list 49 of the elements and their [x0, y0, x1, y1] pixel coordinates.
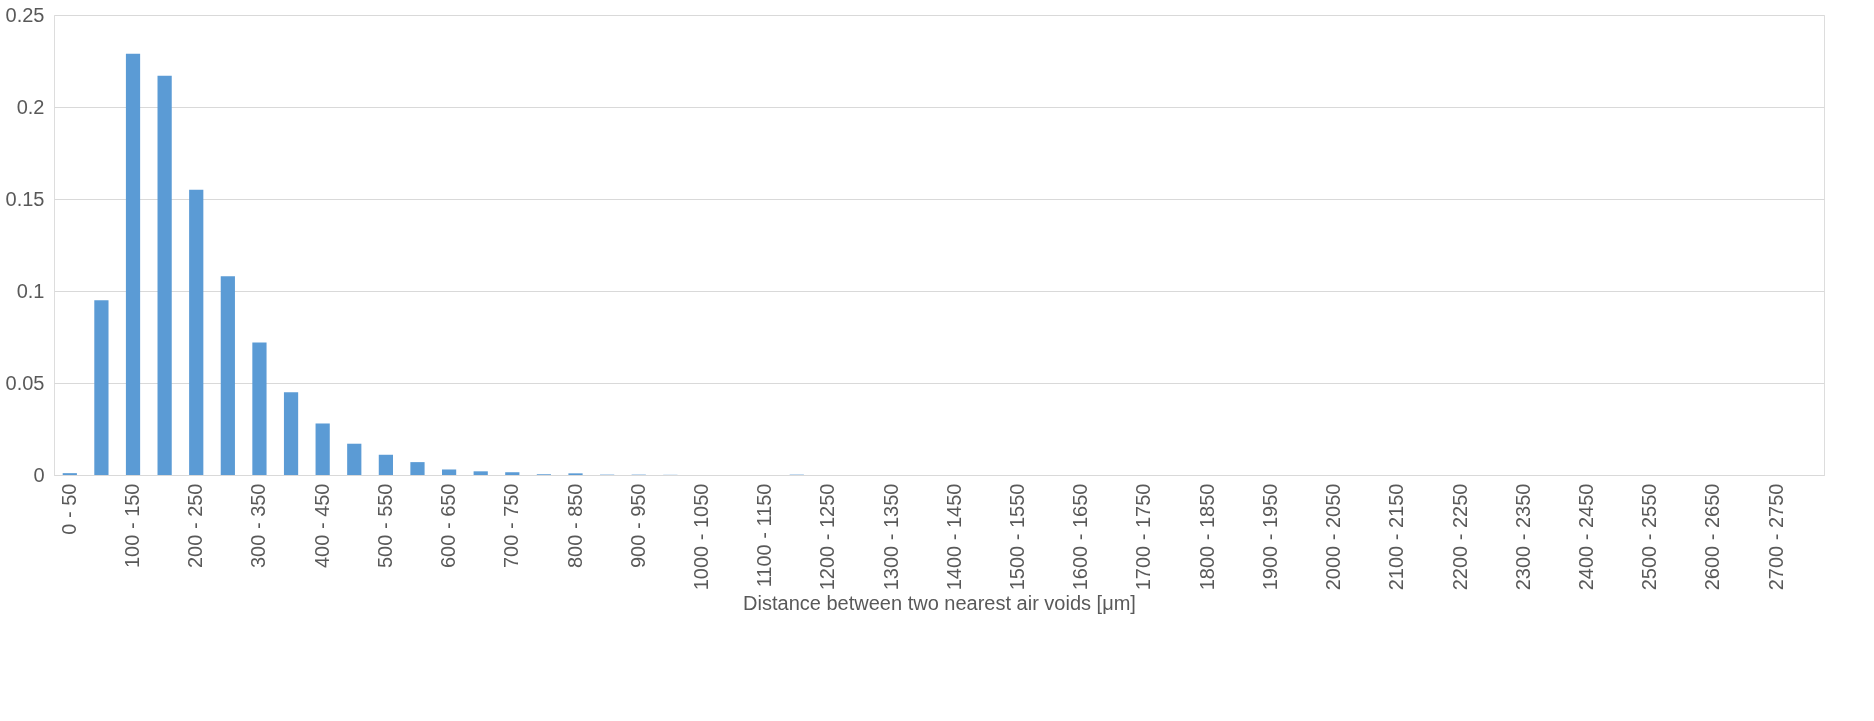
x-tick-label: 1000 - 1050	[689, 483, 712, 591]
bar	[378, 454, 393, 475]
y-tick-label: 0.2	[16, 95, 45, 118]
x-tick-label: 100 - 150	[121, 483, 144, 569]
x-tick-label: 1300 - 1350	[879, 483, 902, 591]
bar	[505, 472, 520, 475]
x-tick-label: 700 - 750	[500, 483, 523, 569]
x-tick-label: 1900 - 1950	[1258, 483, 1281, 591]
x-tick-label: 2400 - 2450	[1574, 483, 1597, 591]
y-tick-label: 0.05	[5, 371, 45, 394]
x-tick-label: 2000 - 2050	[1322, 483, 1345, 591]
bar	[189, 189, 204, 475]
bar	[347, 443, 362, 475]
bar	[473, 471, 488, 475]
x-tick-label: 1600 - 1650	[1069, 483, 1092, 591]
x-tick-label: 2200 - 2250	[1448, 483, 1471, 591]
x-axis-title: Distance between two nearest air voids [μm]	[743, 592, 1136, 615]
x-tick-label: 600 - 650	[437, 483, 460, 569]
x-tick-label: 2700 - 2750	[1764, 483, 1787, 591]
x-tick-label: 200 - 250	[184, 483, 207, 569]
y-tick-label: 0.15	[5, 187, 45, 210]
bar	[94, 300, 109, 475]
x-tick-label: 0 - 50	[57, 483, 80, 535]
x-tick-label: 2500 - 2550	[1638, 483, 1661, 591]
bar	[410, 462, 425, 475]
y-tick-label: 0.25	[5, 3, 45, 26]
x-tick-label: 1700 - 1750	[1132, 483, 1155, 591]
x-tick-label: 1100 - 1150	[753, 483, 776, 588]
bar	[283, 392, 299, 475]
x-tick-label: 2600 - 2650	[1701, 483, 1724, 591]
x-tick-label: 300 - 350	[247, 483, 270, 569]
bar	[157, 75, 172, 475]
bar	[315, 423, 330, 475]
bar	[252, 342, 267, 475]
x-tick-label: 2300 - 2350	[1511, 483, 1534, 591]
x-tick-label: 1200 - 1250	[816, 483, 839, 591]
y-tick-label: 0.1	[16, 279, 45, 302]
y-tick-label: 0	[33, 463, 45, 486]
x-tick-label: 400 - 450	[310, 483, 333, 569]
x-tick-label: 900 - 950	[626, 483, 649, 569]
x-tick-label: 2100 - 2150	[1385, 483, 1408, 591]
bar	[441, 469, 457, 475]
x-tick-label: 1400 - 1450	[942, 483, 965, 591]
x-tick-label: 1800 - 1850	[1195, 483, 1218, 591]
x-tick-label: 1500 - 1550	[1006, 483, 1029, 591]
x-tick-label: 800 - 850	[563, 483, 586, 569]
x-tick-label: 500 - 550	[373, 483, 396, 569]
bar	[220, 276, 235, 475]
bar	[125, 53, 141, 475]
